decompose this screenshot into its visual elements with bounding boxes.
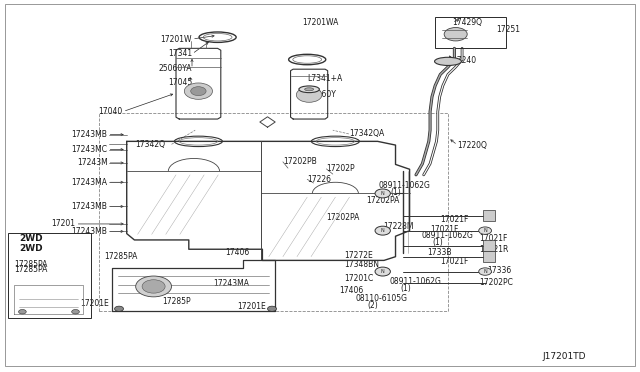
Text: 17285PA: 17285PA bbox=[14, 265, 47, 274]
Text: 17251: 17251 bbox=[496, 25, 520, 34]
Text: 17201C: 17201C bbox=[344, 274, 374, 283]
Bar bbox=[435, 17, 506, 48]
Text: 25060Y: 25060Y bbox=[307, 90, 336, 99]
Text: 17228M: 17228M bbox=[383, 222, 413, 231]
Text: N: N bbox=[381, 269, 385, 274]
Bar bbox=[483, 251, 495, 262]
Text: 17201W: 17201W bbox=[161, 35, 192, 44]
Text: 17021F: 17021F bbox=[440, 257, 468, 266]
Circle shape bbox=[72, 310, 79, 314]
Circle shape bbox=[136, 276, 172, 297]
Circle shape bbox=[268, 306, 276, 311]
Text: 1733B: 1733B bbox=[428, 248, 452, 257]
Text: 08110-6105G: 08110-6105G bbox=[356, 294, 408, 303]
Text: 17021R: 17021R bbox=[479, 245, 508, 254]
Text: 17045: 17045 bbox=[168, 78, 192, 87]
Bar bbox=[483, 240, 495, 251]
Text: L7341+A: L7341+A bbox=[307, 74, 342, 83]
Text: 17406: 17406 bbox=[339, 286, 364, 295]
Text: 17226: 17226 bbox=[307, 175, 332, 184]
Text: 17202PA: 17202PA bbox=[326, 213, 360, 222]
Text: 17243MA: 17243MA bbox=[214, 279, 250, 288]
Text: 17240: 17240 bbox=[452, 56, 476, 65]
Text: 17406: 17406 bbox=[225, 248, 250, 257]
Bar bbox=[8, 232, 91, 318]
Circle shape bbox=[444, 28, 467, 41]
Text: 17202P: 17202P bbox=[326, 164, 355, 173]
Text: 25060YA: 25060YA bbox=[159, 64, 192, 73]
Circle shape bbox=[19, 310, 26, 314]
Text: 17021F: 17021F bbox=[479, 234, 507, 243]
Text: 2WD: 2WD bbox=[19, 244, 42, 253]
Circle shape bbox=[375, 267, 390, 276]
Text: 17341: 17341 bbox=[168, 49, 192, 58]
Ellipse shape bbox=[435, 57, 461, 65]
Text: N: N bbox=[381, 191, 385, 196]
Text: 17348BN: 17348BN bbox=[344, 260, 380, 269]
Circle shape bbox=[375, 189, 390, 198]
Text: (2): (2) bbox=[367, 301, 378, 310]
Text: (1): (1) bbox=[401, 284, 412, 293]
Circle shape bbox=[191, 87, 206, 96]
Text: J17201TD: J17201TD bbox=[543, 352, 586, 361]
Text: 17201E: 17201E bbox=[237, 302, 266, 311]
Circle shape bbox=[375, 226, 390, 235]
Text: 17202PC: 17202PC bbox=[479, 278, 513, 287]
Text: 17201E: 17201E bbox=[80, 299, 109, 308]
Text: 17040: 17040 bbox=[99, 107, 123, 116]
Text: 17243M: 17243M bbox=[77, 158, 108, 167]
Text: 17202PA: 17202PA bbox=[366, 196, 399, 205]
Text: (1): (1) bbox=[390, 188, 401, 197]
Bar bbox=[99, 113, 448, 311]
Text: (1): (1) bbox=[433, 238, 444, 247]
Text: 17342Q: 17342Q bbox=[135, 140, 165, 149]
Text: 17285PA: 17285PA bbox=[104, 252, 138, 261]
Circle shape bbox=[184, 83, 212, 99]
Text: 17243MB: 17243MB bbox=[72, 227, 108, 236]
Text: 17021F: 17021F bbox=[440, 215, 468, 224]
Text: 17243MC: 17243MC bbox=[72, 145, 108, 154]
Text: 17285PA: 17285PA bbox=[14, 260, 47, 269]
Text: 17201: 17201 bbox=[51, 219, 76, 228]
Circle shape bbox=[142, 280, 165, 293]
Ellipse shape bbox=[299, 86, 319, 93]
Circle shape bbox=[479, 227, 492, 234]
Text: 17342QA: 17342QA bbox=[349, 129, 384, 138]
Text: 2WD: 2WD bbox=[19, 234, 42, 243]
Text: 17429Q: 17429Q bbox=[452, 18, 482, 27]
Bar bbox=[483, 210, 495, 221]
Text: 17336: 17336 bbox=[488, 266, 512, 275]
Text: 17285P: 17285P bbox=[162, 297, 191, 306]
Text: N: N bbox=[483, 228, 487, 233]
Text: N: N bbox=[483, 269, 487, 274]
Text: 17243MA: 17243MA bbox=[72, 178, 108, 187]
Circle shape bbox=[296, 87, 322, 102]
Text: 08911-1062G: 08911-1062G bbox=[379, 181, 431, 190]
Text: 17201WA: 17201WA bbox=[302, 18, 339, 27]
Text: N: N bbox=[381, 228, 385, 233]
Text: 08911-1062G: 08911-1062G bbox=[389, 277, 441, 286]
Circle shape bbox=[115, 306, 124, 311]
Text: 17021F: 17021F bbox=[430, 225, 458, 234]
Text: 17243MB: 17243MB bbox=[72, 202, 108, 211]
Text: 17220Q: 17220Q bbox=[458, 141, 488, 150]
Text: 08911-1062G: 08911-1062G bbox=[421, 231, 473, 240]
Circle shape bbox=[479, 268, 492, 275]
Text: 17243MB: 17243MB bbox=[72, 130, 108, 139]
Text: 17272E: 17272E bbox=[344, 251, 373, 260]
Text: 17202PB: 17202PB bbox=[283, 157, 317, 166]
Ellipse shape bbox=[305, 88, 314, 91]
